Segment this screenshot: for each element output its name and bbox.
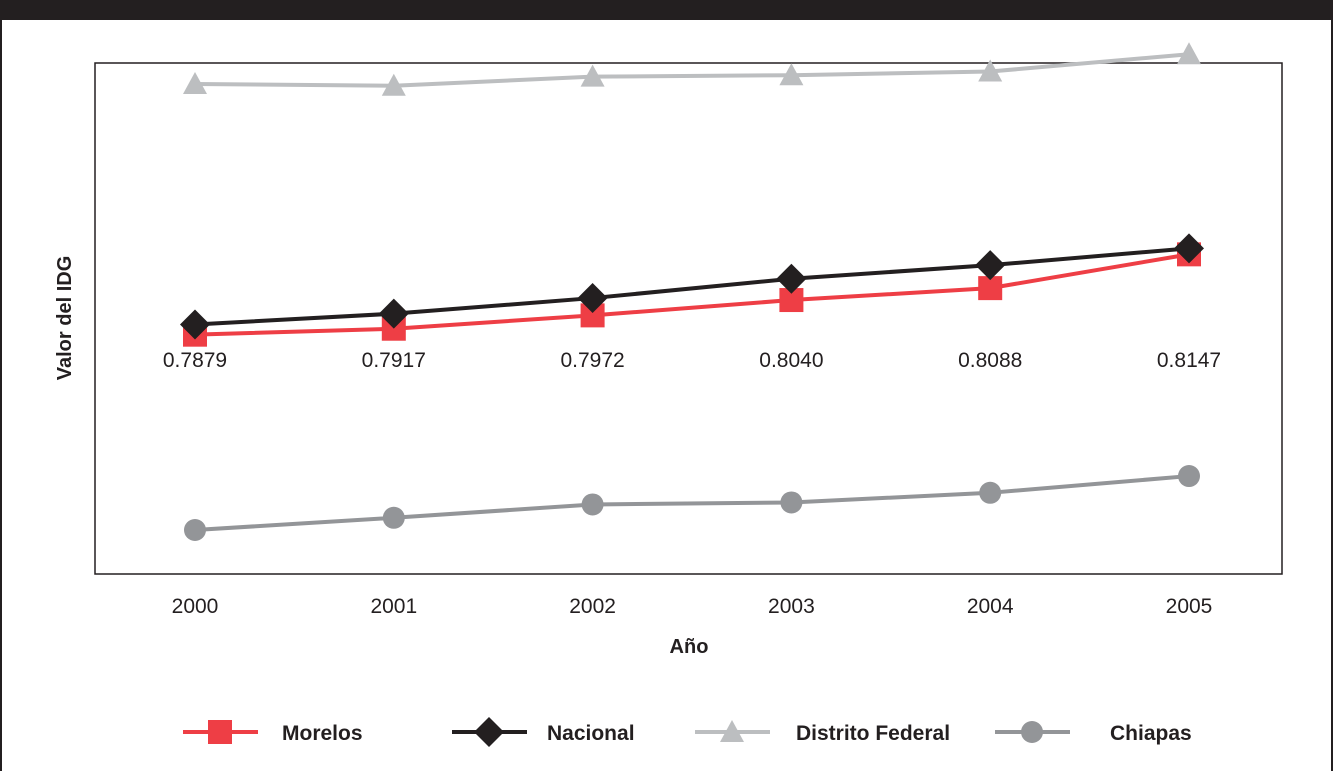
legend-marker-distrito-federal [720, 720, 744, 742]
point-distrito-federal-2004 [978, 59, 1003, 82]
point-nacional-2003 [776, 263, 807, 294]
x-tick-2003: 2003 [768, 595, 815, 618]
series-line-morelos [194, 252, 1190, 337]
x-tick-2000: 2000 [172, 595, 219, 618]
series-chiapas [184, 465, 1200, 541]
legend-label-distrito-federal: Distrito Federal [796, 722, 950, 745]
point-chiapas-2004 [979, 481, 1002, 504]
legend-marker-nacional [474, 717, 504, 747]
legend-item-morelos: Morelos [183, 720, 363, 745]
data-label-2002: 0.7972 [560, 349, 624, 372]
x-tick-2005: 2005 [1166, 595, 1213, 618]
series-layer [180, 42, 1204, 541]
legend-label-morelos: Morelos [282, 722, 363, 745]
point-distrito-federal-2002 [580, 64, 605, 87]
point-nacional-2004 [975, 250, 1006, 281]
point-chiapas-2005 [1178, 465, 1200, 488]
point-nacional-2001 [378, 298, 409, 329]
series-distrito-federal [183, 42, 1201, 96]
x-tick-labels: 2000 2001 2002 2003 2004 2005 [172, 595, 1213, 618]
legend-item-distrito-federal: Distrito Federal [695, 720, 950, 745]
y-axis-title: Valor del IDG [54, 256, 76, 380]
point-nacional-2002 [577, 283, 608, 314]
legend-item-chiapas: Chiapas [995, 721, 1192, 745]
point-distrito-federal-2003 [779, 63, 804, 86]
series-nacional [180, 233, 1204, 340]
point-distrito-federal-2001 [381, 73, 406, 96]
legend-label-chiapas: Chiapas [1110, 722, 1192, 745]
legend-item-nacional: Nacional [452, 717, 635, 747]
data-label-2000: 0.7879 [163, 349, 227, 372]
x-tick-2002: 2002 [569, 595, 616, 618]
point-chiapas-2001 [382, 506, 405, 529]
point-chiapas-2000 [184, 518, 206, 541]
x-axis-title: Año [670, 636, 709, 658]
x-tick-2004: 2004 [967, 595, 1014, 618]
legend-label-nacional: Nacional [547, 722, 635, 745]
point-chiapas-2002 [581, 493, 604, 516]
point-distrito-federal-2005 [1177, 42, 1201, 65]
x-tick-2001: 2001 [370, 595, 417, 618]
point-distrito-federal-2000 [183, 72, 207, 95]
data-label-2004: 0.8088 [958, 349, 1022, 372]
legend: Morelos Nacional Distrito Federal Chiapas [183, 717, 1192, 747]
point-chiapas-2003 [780, 491, 803, 514]
point-nacional-2005 [1174, 233, 1204, 264]
top-bar [0, 0, 1333, 20]
data-label-2001: 0.7917 [362, 349, 426, 372]
series-line-distrito-federal [194, 52, 1190, 88]
data-labels: 0.7879 0.7917 0.7972 0.8040 0.8088 0.8147 [163, 349, 1221, 372]
legend-marker-chiapas [1021, 721, 1043, 743]
data-label-2003: 0.8040 [759, 349, 823, 372]
legend-marker-morelos [208, 720, 232, 744]
point-nacional-2000 [180, 309, 210, 340]
data-label-2005: 0.8147 [1157, 349, 1221, 372]
series-line-nacional [194, 246, 1190, 327]
series-line-chiapas [194, 474, 1190, 532]
